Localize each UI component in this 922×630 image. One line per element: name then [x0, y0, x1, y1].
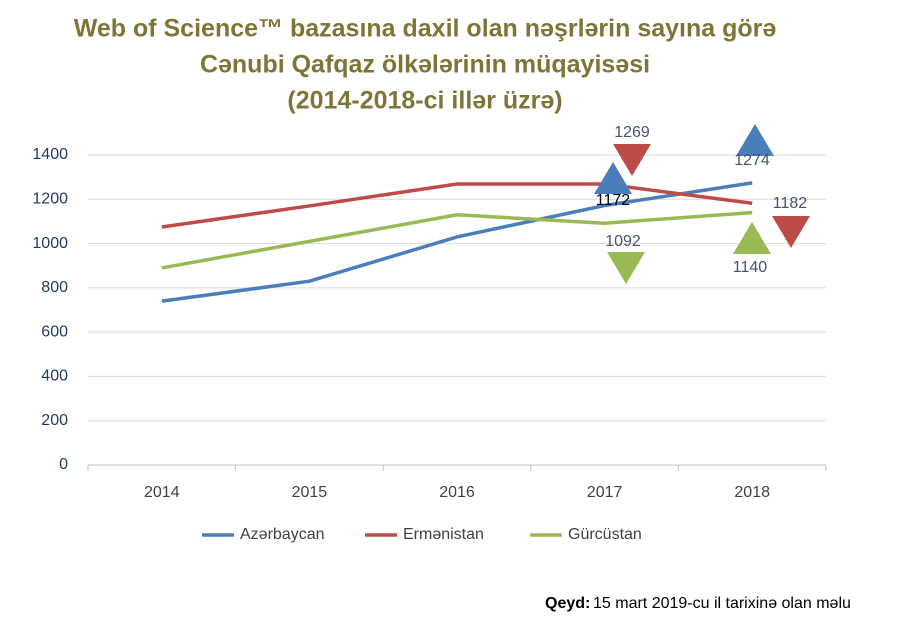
data-label: 1182	[773, 195, 808, 212]
series-line	[161, 182, 753, 229]
x-tick-label: 2014	[144, 484, 180, 501]
y-tick-label: 1000	[32, 235, 68, 252]
note-label: Qeyd:	[545, 595, 590, 612]
chart-title: Web of Science™ bazasına daxil olan nəşr…	[74, 15, 777, 43]
x-tick-label: 2015	[292, 484, 328, 501]
chart-title: (2014-2018-ci illər üzrə)	[287, 87, 562, 115]
y-tick-label: 200	[41, 412, 68, 429]
y-tick-label: 1200	[32, 191, 68, 208]
annotation-arrow	[607, 252, 645, 284]
x-tick-label: 2017	[587, 484, 623, 501]
chart-title: Cənubi Qafqaz ölkələrinin müqayisəsi	[200, 51, 650, 79]
note-text: 15 mart 2019-cu il tarixinə olan məlu	[593, 595, 851, 612]
series-line	[161, 210, 753, 270]
y-tick-label: 0	[59, 456, 68, 473]
legend-label: Azərbaycan	[240, 526, 325, 543]
legend-label: Gürcüstan	[568, 526, 642, 543]
data-label: 1140	[733, 259, 768, 276]
annotation-arrow	[733, 222, 771, 254]
annotation-arrow	[613, 144, 651, 176]
annotation-arrow	[594, 162, 632, 194]
y-tick-label: 800	[41, 279, 68, 296]
annotation-arrow	[772, 216, 810, 248]
x-tick-label: 2016	[439, 484, 475, 501]
data-label: 1092	[605, 233, 641, 250]
data-label: 1274	[734, 152, 770, 169]
data-label: 1269	[614, 124, 650, 141]
x-tick-label: 2018	[734, 484, 770, 501]
y-tick-label: 400	[41, 368, 68, 385]
annotation-arrow	[736, 124, 774, 156]
y-tick-label: 1400	[32, 146, 68, 163]
series-line	[161, 181, 753, 303]
y-tick-label: 600	[41, 323, 68, 340]
legend-label: Ermənistan	[403, 526, 484, 543]
data-label: 1172	[596, 192, 631, 209]
